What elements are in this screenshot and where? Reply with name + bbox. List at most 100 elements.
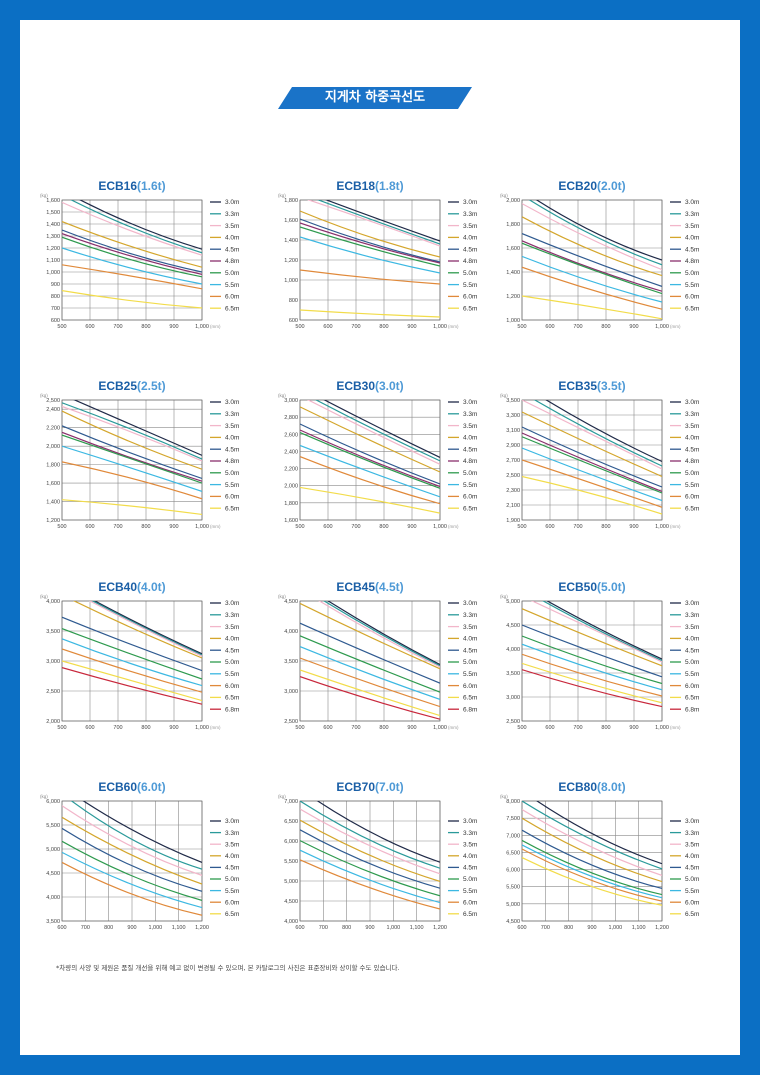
legend-label: 6.0m	[225, 494, 239, 501]
chart-svg: ECB80(8.0t) (kg) 4,500 5,000 5,500 6,000 6,500…	[500, 780, 699, 931]
legend-label: 6.0m	[463, 683, 477, 690]
y-tick-label: 6,500	[506, 850, 520, 856]
series-line-3.3m	[91, 601, 202, 656]
y-tick-label: 1,200	[506, 294, 520, 300]
chart-svg: ECB60(6.0t) (kg) 3,500 4,000 4,500 5,000 5,500…	[40, 780, 239, 931]
series-line-3.3m	[70, 801, 202, 870]
series-line-4.8m	[300, 222, 440, 264]
legend-label: 4.8m	[463, 458, 477, 465]
x-tick-label: 900	[169, 324, 178, 330]
series-line-4.5m	[300, 829, 440, 889]
series-group	[62, 801, 202, 916]
x-tick-label: 1,000	[433, 324, 447, 330]
x-tick-label: 600	[295, 925, 304, 931]
x-unit-label: (mm)	[210, 725, 221, 730]
y-tick-label: 3,500	[284, 659, 298, 665]
x-tick-label: 700	[113, 324, 122, 330]
series-line-3.5m	[522, 203, 662, 271]
x-tick-label: 500	[517, 324, 526, 330]
legend-label: 4.5m	[685, 446, 699, 453]
legend-label: 3.3m	[225, 830, 239, 837]
y-tick-label: 3,500	[46, 919, 60, 925]
y-tick-label: 1,400	[284, 238, 298, 244]
chart-svg: ECB16(1.6t) (kg) 600 700 800 900 1,000 1,100 1,2…	[40, 179, 239, 330]
y-tick-label: 2,200	[46, 426, 60, 432]
series-line-3.5m	[522, 809, 662, 876]
legend-label: 3.0m	[685, 818, 699, 825]
chart-title: ECB30(3.0t)	[336, 379, 403, 393]
legend-label: 6.0m	[685, 683, 699, 690]
legend-label: 3.5m	[685, 223, 699, 230]
legend-label: 4.0m	[225, 435, 239, 442]
x-tick-label: 800	[601, 524, 610, 530]
plot-frame	[521, 199, 663, 321]
chart-title: ECB50(5.0t)	[558, 580, 625, 594]
legend-label: 6.0m	[463, 899, 477, 906]
series-line-3.3m	[316, 200, 440, 245]
y-unit-label: (kg)	[278, 193, 286, 198]
x-tick-label: 600	[85, 725, 94, 731]
legend-label: 4.8m	[225, 258, 239, 265]
series-line-4.5m	[62, 616, 202, 672]
series-line-5.5m	[62, 247, 202, 285]
chart-title-model: ECB70	[336, 780, 375, 794]
x-tick-label: 800	[379, 725, 388, 731]
y-tick-label: 1,200	[46, 246, 60, 252]
x-unit-label: (mm)	[448, 524, 459, 529]
legend-label: 4.0m	[685, 636, 699, 643]
legend-label: 5.5m	[685, 482, 699, 489]
legend-label: 4.0m	[225, 235, 239, 242]
legend-label: 6.8m	[685, 706, 699, 713]
legend-label: 3.5m	[225, 624, 239, 631]
chart-title: ECB35(3.5t)	[558, 379, 625, 393]
y-unit-label: (kg)	[40, 794, 48, 799]
plot-frame	[61, 199, 203, 321]
legend-label: 6.5m	[685, 911, 699, 918]
legend-label: 6.8m	[225, 706, 239, 713]
series-line-5.0m	[522, 635, 662, 685]
series-line-4.8m	[62, 233, 202, 275]
legend-label: 5.5m	[225, 282, 239, 289]
legend-label: 3.3m	[225, 211, 239, 218]
series-line-3.0m	[545, 400, 662, 463]
x-tick-label: 900	[169, 524, 178, 530]
legend-label: 4.5m	[463, 246, 477, 253]
chart-ecb60: ECB60(6.0t) (kg) 3,500 4,000 4,500 5,000 5,500…	[32, 776, 257, 941]
series-line-6.0m	[522, 848, 662, 902]
legend-label: 6.0m	[685, 494, 699, 501]
legend-label: 3.0m	[225, 818, 239, 825]
chart-title: ECB25(2.5t)	[98, 379, 165, 393]
chart-title-capacity: (6.0t)	[137, 780, 166, 794]
y-tick-label: 4,000	[46, 895, 60, 901]
legend-label: 3.5m	[685, 841, 699, 848]
x-tick-label: 900	[629, 725, 638, 731]
legend-label: 3.3m	[225, 612, 239, 619]
legend-label: 4.0m	[225, 636, 239, 643]
series-line-4.5m	[300, 218, 440, 263]
series-line-5.5m	[522, 447, 662, 502]
chart-ecb45: ECB45(4.5t) (kg) 2,500 3,000 3,500 4,000 4,500…	[270, 576, 495, 741]
y-unit-label: (kg)	[500, 594, 508, 599]
series-line-4.5m	[522, 829, 662, 890]
x-tick-label: 700	[573, 524, 582, 530]
series-line-3.5m	[530, 601, 662, 663]
chart-ecb35: ECB35(3.5t) (kg) 1,900 2,100 2,300 2,500 2,700…	[492, 375, 717, 540]
y-tick-label: 1,600	[46, 481, 60, 487]
legend-label: 3.0m	[685, 199, 699, 206]
x-tick-label: 500	[295, 324, 304, 330]
series-line-5.0m	[62, 434, 202, 484]
y-tick-label: 4,500	[284, 599, 298, 605]
x-tick-label: 1,000	[433, 725, 447, 731]
y-unit-label: (kg)	[278, 594, 286, 599]
y-tick-label: 7,500	[506, 816, 520, 822]
series-line-3.5m	[88, 601, 202, 657]
x-tick-label: 800	[104, 925, 113, 931]
series-line-4.0m	[522, 608, 662, 667]
y-tick-label: 4,000	[46, 599, 60, 605]
x-tick-label: 700	[113, 725, 122, 731]
x-tick-label: 1,000	[433, 524, 447, 530]
series-line-3.3m	[300, 801, 440, 869]
x-unit-label: (mm)	[210, 324, 221, 329]
series-line-4.8m	[62, 431, 202, 482]
series-line-6.5m	[300, 309, 440, 318]
